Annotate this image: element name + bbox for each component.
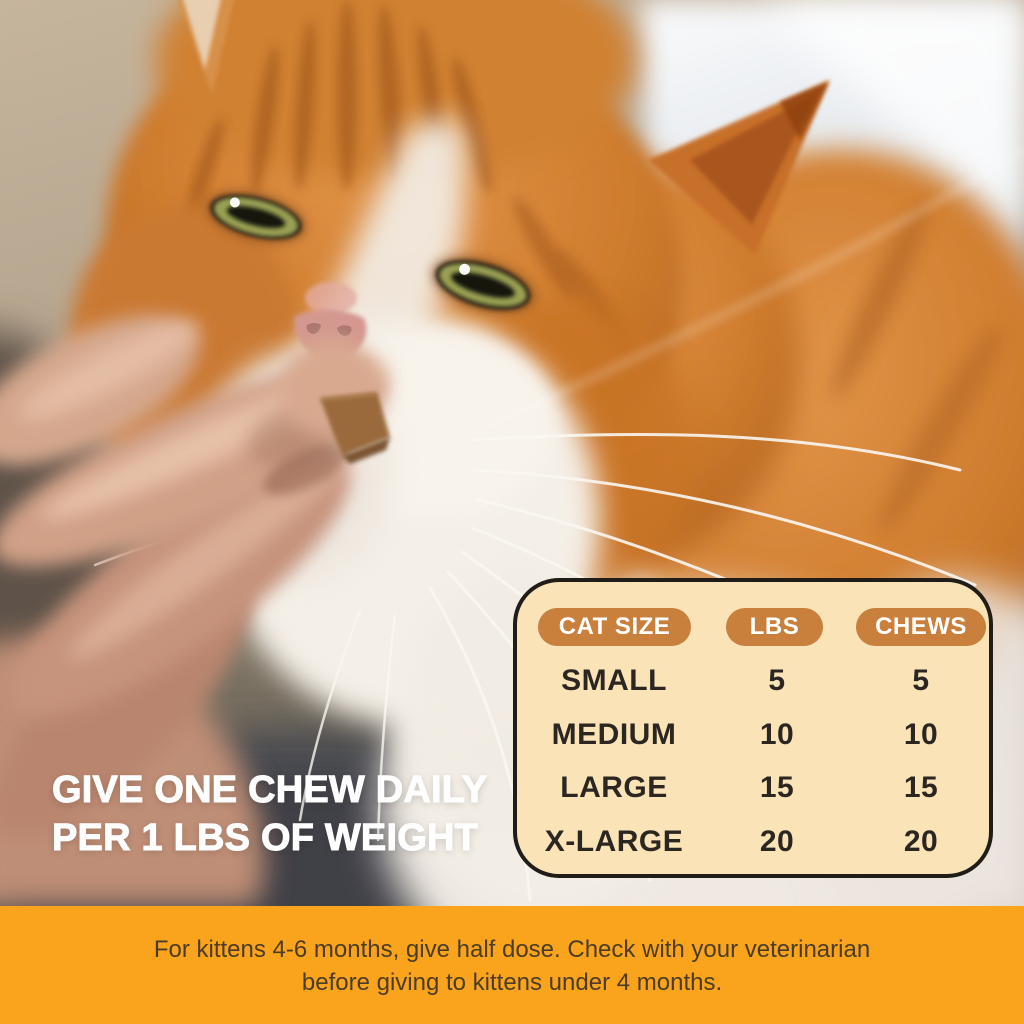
window-light <box>760 0 1024 240</box>
headline-line-2: PER 1 LBS OF WEIGHT <box>51 817 479 860</box>
treat <box>263 392 390 496</box>
column-pill-lbs: LBS <box>726 608 823 646</box>
cell-lbs: 15 <box>759 771 795 804</box>
table-row: MEDIUM 10 10 <box>517 718 989 752</box>
cell-lbs: 20 <box>759 825 795 858</box>
cell-size: SMALL <box>561 664 667 697</box>
dosage-table-card: CAT SIZE LBS CHEWS SMALL 5 5 MEDIUM 10 1… <box>513 578 993 878</box>
table-row: LARGE 15 15 <box>517 771 989 805</box>
cell-chews: 10 <box>903 718 939 751</box>
cell-chews: 20 <box>903 825 939 858</box>
column-pill-cat-size: CAT SIZE <box>538 608 691 646</box>
note-line-2: before giving to kittens under 4 months. <box>301 969 723 996</box>
cell-lbs: 5 <box>768 664 786 697</box>
cell-chews: 15 <box>903 771 939 804</box>
column-pill-chews: CHEWS <box>856 608 986 646</box>
cell-size: X-LARGE <box>544 825 684 858</box>
cell-chews: 5 <box>912 664 930 697</box>
kitten-dosage-note: For kittens 4-6 months, give half dose. … <box>0 906 1024 1024</box>
right-ear-icon <box>648 80 830 255</box>
table-row: X-LARGE 20 20 <box>517 825 989 859</box>
cat-left-eye <box>205 190 307 244</box>
cell-size: MEDIUM <box>551 718 677 751</box>
headline-line-1: GIVE ONE CHEW DAILY <box>51 769 488 812</box>
cat-right-eye <box>430 255 536 315</box>
note-line-1: For kittens 4-6 months, give half dose. … <box>153 936 871 963</box>
left-ear-icon <box>178 0 234 95</box>
headline: GIVE ONE CHEW DAILY PER 1 LBS OF WEIGHT <box>51 766 488 862</box>
cell-size: LARGE <box>560 771 668 804</box>
cell-lbs: 10 <box>759 718 795 751</box>
table-row: SMALL 5 5 <box>517 664 989 698</box>
